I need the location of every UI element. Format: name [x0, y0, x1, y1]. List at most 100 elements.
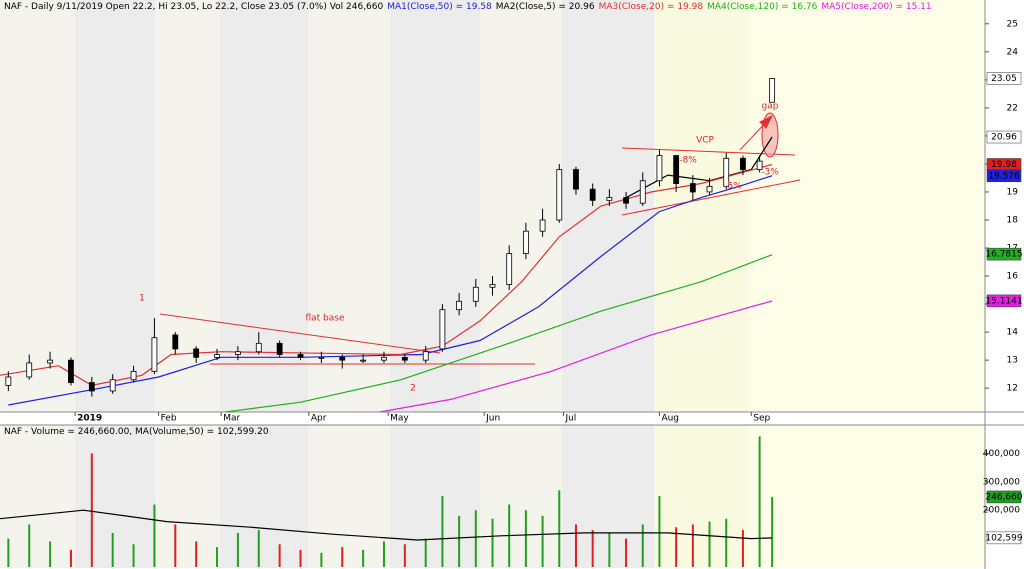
price-label: 19.576 [988, 171, 1020, 181]
volume-bar [362, 549, 365, 567]
candle-body [339, 356, 346, 361]
candle-body [673, 155, 680, 184]
volume-bar [320, 552, 323, 567]
price-label: 19.98 [991, 160, 1017, 170]
volume-label-box [986, 490, 1022, 504]
volume-bar [558, 490, 561, 567]
volume-bar [174, 524, 177, 567]
y-tick-label: 19 [1007, 187, 1019, 197]
volume-bar [236, 532, 239, 567]
y-tick-label: 13 [1007, 356, 1018, 366]
volume-bar [641, 524, 644, 567]
candle-body [172, 334, 179, 350]
volume-bar [403, 544, 406, 567]
y-tick-label: 16 [1007, 272, 1019, 282]
candle-body [130, 370, 137, 381]
candle-body [109, 379, 116, 392]
y-tick-label: 25 [1007, 19, 1018, 29]
candle-body [88, 382, 95, 392]
x-tick-label: Feb [161, 414, 177, 424]
volume-bar [49, 541, 52, 567]
legend-entry: MA4(Close,120) = 16.76 [707, 2, 818, 12]
candle-body [623, 197, 629, 204]
volume-header: NAF - Volume = 246,660.00, MA(Volume,50)… [4, 427, 269, 437]
volume-bar [691, 524, 694, 567]
annotation: -8% [679, 156, 697, 166]
annotation: flat base [305, 314, 344, 324]
volume-bar [741, 530, 744, 567]
ma-line [225, 254, 773, 413]
annotation: 1 [139, 294, 145, 304]
volume-bar [69, 549, 72, 567]
y-tick-label: 22 [1007, 103, 1018, 113]
candle-body [522, 230, 529, 255]
volume-bar [491, 518, 494, 567]
candle-body [318, 356, 325, 359]
candle-body [255, 342, 262, 353]
candle-body [769, 78, 776, 103]
price-label: 23.05 [991, 74, 1017, 84]
candle-body [422, 351, 429, 361]
candle-body [489, 284, 496, 288]
candle-body [573, 169, 579, 190]
candle-body [756, 160, 763, 170]
x-tick-label: Jun [485, 414, 500, 424]
candle-body [214, 354, 220, 358]
annotation: -3% [761, 168, 779, 178]
y-tick-label: 24 [1007, 47, 1019, 57]
volume-label: 102,599 [985, 533, 1022, 543]
price-label-box [986, 247, 1022, 261]
ma-line [379, 300, 773, 413]
volume-bar [771, 496, 774, 567]
price-label: 16.7815 [985, 250, 1022, 260]
candle-body [589, 188, 596, 201]
candle-body [439, 309, 446, 350]
y-tick-label: 14 [1007, 328, 1019, 338]
volume-bar [153, 504, 156, 567]
candle-body [26, 362, 33, 378]
price-label-box [986, 294, 1022, 308]
candle-body [723, 157, 730, 187]
volume-bar [132, 544, 135, 567]
volume-bar [195, 541, 198, 567]
x-tick-label: Jul [564, 414, 576, 424]
price-label: 15.1141 [985, 296, 1022, 306]
price-header: NAF - Daily 9/11/2019 Open 22.2, Hi 23.0… [4, 2, 932, 12]
volume-label: 246,660 [985, 492, 1022, 502]
volume-bar [474, 510, 477, 567]
y-tick-label: 200,000 [983, 506, 1020, 516]
ma-line [8, 175, 773, 406]
y-tick-label: 300,000 [983, 477, 1020, 487]
volume-bar [591, 530, 594, 567]
volume-bar [524, 510, 527, 567]
x-tick-label: Aug [661, 414, 679, 424]
volume-bar [725, 518, 728, 567]
candle-body [381, 356, 387, 361]
price-label-box [986, 169, 1022, 183]
volume-label-box [986, 531, 1022, 545]
candle-body [5, 376, 12, 386]
candle-body [276, 342, 283, 355]
volume-bar [382, 541, 385, 567]
legend-entry: MA1(Close,50) = 19.58 [387, 2, 492, 12]
legend-entry: MA2(Close,5) = 20.96 [496, 2, 595, 12]
candle-body [193, 348, 200, 358]
header-text: NAF - Daily 9/11/2019 Open 22.2, Hi 23.0… [4, 2, 384, 12]
volume-bar [441, 496, 444, 567]
x-tick-label: Mar [223, 414, 240, 424]
volume-bar [658, 496, 661, 567]
volume-bar [111, 532, 114, 567]
candle-body [47, 359, 53, 364]
annotation: 2 [410, 384, 416, 394]
candle-body [506, 253, 513, 285]
y-tick-label: 12 [1007, 384, 1018, 394]
volume-bar [675, 527, 678, 567]
volume-bar [708, 521, 711, 567]
volume-bar [90, 453, 93, 567]
candle-body [360, 359, 367, 362]
volume-bar [216, 547, 219, 567]
volume-bar [574, 524, 577, 567]
y-tick-label: 400,000 [983, 449, 1020, 459]
